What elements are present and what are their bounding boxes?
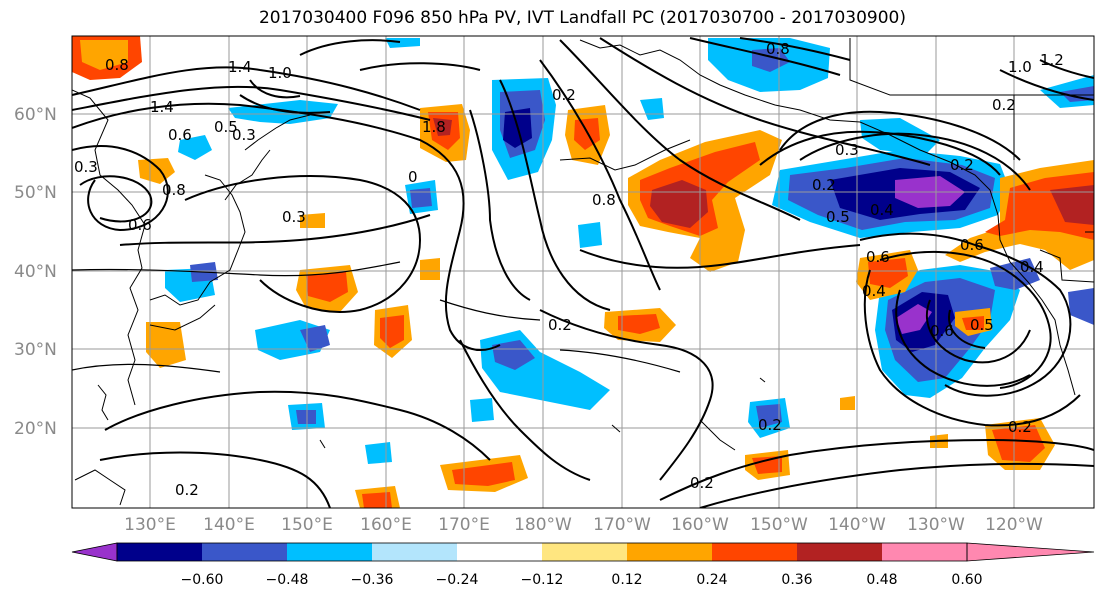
colorbar-segment xyxy=(627,543,712,561)
contour-label: 0.5 xyxy=(214,118,238,136)
contour-label: 0.2 xyxy=(950,156,974,174)
coastlines xyxy=(72,38,1094,506)
lat-label: 40°N xyxy=(14,262,57,282)
colorbar-segment xyxy=(712,543,797,561)
colorbar-segment xyxy=(202,543,287,561)
pv-contours xyxy=(72,37,1094,508)
contour-labels: 1.4 1.0 1.4 0.6 0.6 0.3 0.3 0.2 0.8 0.4 … xyxy=(74,40,1064,499)
map-frame xyxy=(71,35,1095,509)
lon-label: 180°W xyxy=(514,515,572,535)
contour-label: 0.2 xyxy=(758,416,782,434)
colorbar-extend-high xyxy=(966,542,1095,562)
contour-label: 0.2 xyxy=(992,96,1016,114)
contour-label: 0.2 xyxy=(548,316,572,334)
colorbar-segment xyxy=(372,543,457,561)
colorbar-segment xyxy=(882,543,967,561)
colorbar-segment xyxy=(542,543,627,561)
contour-label: 0.3 xyxy=(74,158,98,176)
colorbar-tick: 0.48 xyxy=(866,572,897,588)
contour-label: 0.2 xyxy=(812,176,836,194)
contour-label: 0.6 xyxy=(866,248,890,266)
colorbar xyxy=(71,542,1095,562)
contour-label: 0.3 xyxy=(232,126,256,144)
longitude-labels: 130°E 140°E 150°E 160°E 170°E 180°W 170°… xyxy=(124,515,1043,535)
contour-label: 0.6 xyxy=(168,126,192,144)
map-title: 2017030400 F096 850 hPa PV, IVT Landfall… xyxy=(258,8,906,28)
lon-label: 140°E xyxy=(203,515,255,535)
contour-label: 1.2 xyxy=(1040,51,1064,69)
contour-label: 1.0 xyxy=(268,64,292,82)
contour-label: 1.0 xyxy=(1008,58,1032,76)
map-plot-area: 1.4 1.0 1.4 0.6 0.6 0.3 0.3 0.2 0.8 0.4 … xyxy=(72,36,1094,508)
colorbar-segment xyxy=(797,543,882,561)
colorbar-tick: 0.60 xyxy=(951,572,982,588)
contour-label: 0.2 xyxy=(175,481,199,499)
latitude-labels: 60°N 50°N 40°N 30°N 20°N xyxy=(14,105,57,439)
lon-label: 170°E xyxy=(438,515,490,535)
colorbar-segment xyxy=(117,543,202,561)
contour-label: 0.5 xyxy=(970,316,994,334)
lon-label: 130°E xyxy=(124,515,176,535)
contour-label: 1.4 xyxy=(228,58,252,76)
lon-label: 160°E xyxy=(360,515,412,535)
colorbar-tick: −0.48 xyxy=(266,572,309,588)
colorbar-tick: −0.36 xyxy=(351,572,394,588)
graticule xyxy=(72,36,1094,508)
contour-label: 0.3 xyxy=(282,208,306,226)
contour-label: 0 xyxy=(408,168,418,186)
contour-label: 0.6 xyxy=(128,216,152,234)
lon-label: 150°W xyxy=(750,515,808,535)
colorbar-tick: 0.36 xyxy=(781,572,812,588)
lon-label: 130°W xyxy=(907,515,965,535)
lon-label: 160°W xyxy=(671,515,729,535)
contour-label: 0.2 xyxy=(1008,418,1032,436)
colorbar-ticks: −0.60 −0.48 −0.36 −0.24 −0.12 0.12 0.24 … xyxy=(181,572,983,588)
colorbar-frame xyxy=(116,542,968,562)
contour-label: 0.3 xyxy=(835,141,859,159)
contour-label: 0.8 xyxy=(105,56,129,74)
contour-label: 0.6 xyxy=(930,322,954,340)
contour-label: 1.8 xyxy=(422,118,446,136)
lon-label: 140°W xyxy=(828,515,886,535)
contour-label: 1.4 xyxy=(150,98,174,116)
colorbar-extend-low xyxy=(71,542,118,562)
colorbar-tick: −0.12 xyxy=(521,572,564,588)
contour-label: 0.2 xyxy=(690,474,714,492)
lat-label: 50°N xyxy=(14,183,57,203)
colorbar-tick: 0.12 xyxy=(611,572,642,588)
contour-label: 0.5 xyxy=(826,208,850,226)
colorbar-tick: 0.24 xyxy=(696,572,727,588)
colorbar-tick: −0.24 xyxy=(436,572,479,588)
colorbar-segment xyxy=(287,543,372,561)
contour-label: 0.2 xyxy=(552,86,576,104)
lon-label: 150°E xyxy=(281,515,333,535)
contour-label: 0.6 xyxy=(960,236,984,254)
lon-label: 170°W xyxy=(593,515,651,535)
thin-contours xyxy=(72,261,681,373)
lon-label: 120°W xyxy=(985,515,1043,535)
shaded-field xyxy=(72,36,1094,508)
contour-label: 0.4 xyxy=(870,201,894,219)
contour-label: 0.4 xyxy=(862,282,886,300)
colorbar-tick: −0.60 xyxy=(181,572,224,588)
lat-label: 20°N xyxy=(14,419,57,439)
contour-label: 0.4 xyxy=(1020,258,1044,276)
contour-label: 0.8 xyxy=(766,40,790,58)
colorbar-segment xyxy=(457,543,542,561)
lat-label: 30°N xyxy=(14,340,57,360)
lat-label: 60°N xyxy=(14,105,57,125)
contour-label: 0.8 xyxy=(592,191,616,209)
contour-label: 0.8 xyxy=(162,181,186,199)
